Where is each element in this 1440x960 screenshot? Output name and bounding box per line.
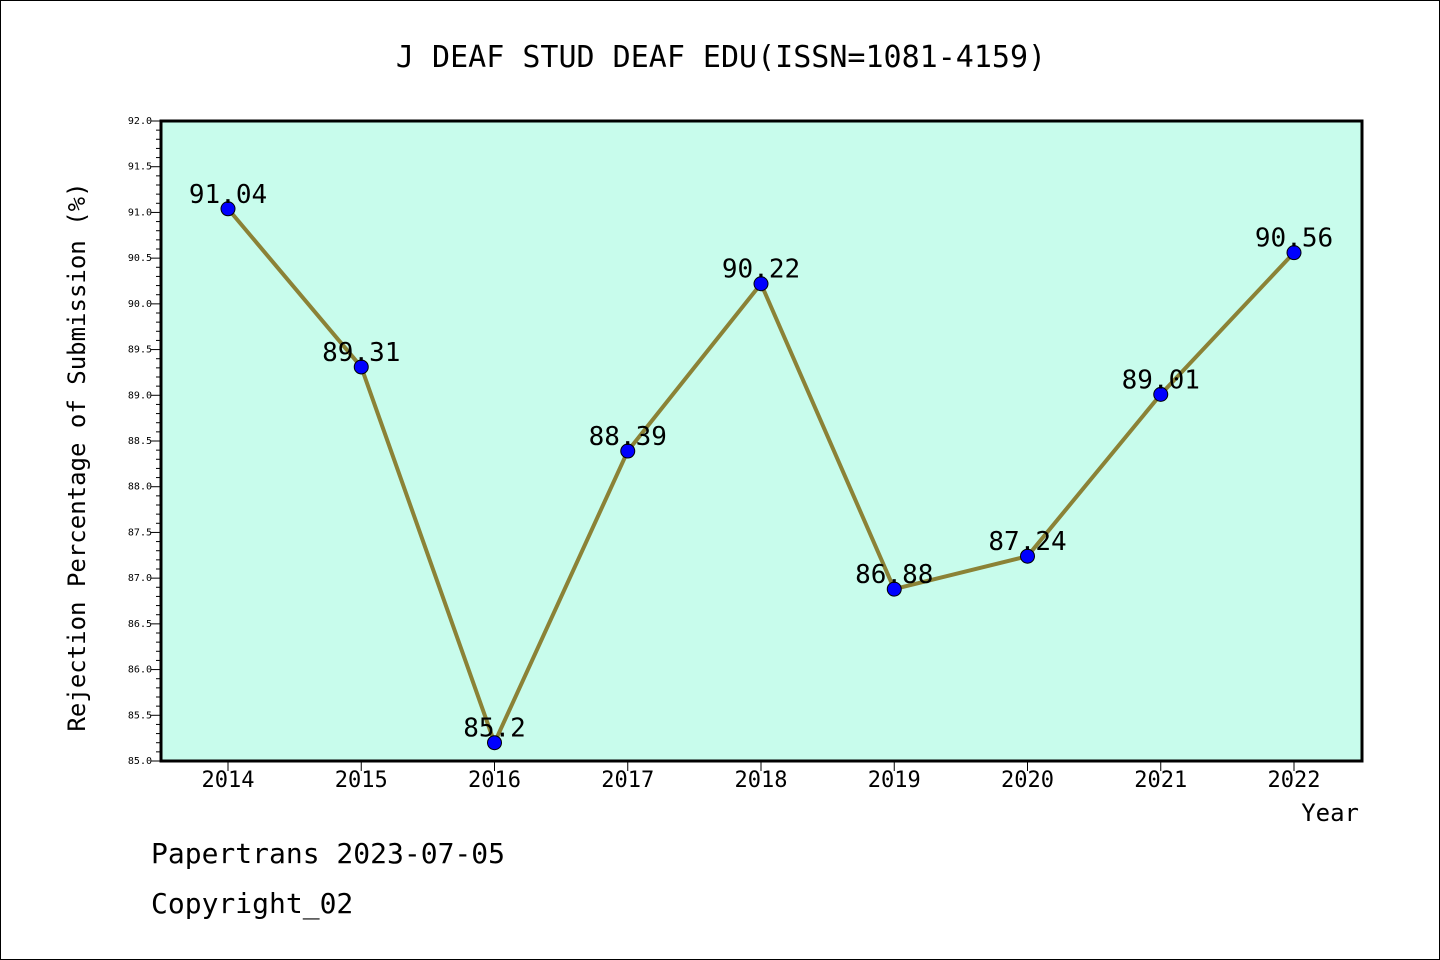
y-tick-label: 91.5	[128, 162, 152, 173]
x-tick-label: 2021	[1134, 768, 1187, 793]
series-segment	[226, 206, 364, 369]
y-tick-label: 85.5	[128, 710, 152, 721]
x-axis-label: Year	[1301, 799, 1359, 827]
data-label: 91.04	[189, 180, 267, 210]
series-segment	[1025, 392, 1163, 559]
data-labels: 91.04 89.31 85.2 88.39 90.22 86.88 87.24 89.01 9…	[189, 180, 1333, 744]
plot-area	[159, 119, 1364, 763]
footer-copyright: Copyright_02	[151, 887, 354, 920]
x-tick-label: 2017	[601, 768, 654, 793]
series-segment	[759, 281, 897, 592]
data-markers	[220, 201, 1302, 751]
data-label: 86.88	[855, 560, 933, 590]
y-tick-label: 86.0	[128, 665, 152, 676]
x-tick-label: 2015	[335, 768, 388, 793]
y-tick-label: 89.5	[128, 345, 152, 356]
data-label: 88.39	[589, 422, 667, 452]
y-tick-label: 89.0	[128, 390, 152, 401]
x-tick-label: 2020	[1001, 768, 1054, 793]
data-label: 90.56	[1255, 224, 1333, 254]
x-tick-label: 2018	[735, 768, 788, 793]
y-tick-label: 87.5	[128, 527, 152, 538]
chart-title: J DEAF STUD DEAF EDU(ISSN=1081-4159)	[396, 40, 1046, 75]
y-tick-label: 91.0	[128, 207, 152, 218]
y-axis-label: Rejection Percentage of Submission (%)	[63, 182, 91, 731]
data-point	[353, 359, 369, 375]
y-tick-label: 85.0	[128, 756, 152, 767]
data-label: 85.2	[463, 714, 526, 744]
x-tick-label: 2014	[202, 768, 255, 793]
y-tick-label: 88.0	[128, 482, 152, 493]
x-tick-label: 2019	[868, 768, 921, 793]
data-point	[1286, 245, 1302, 261]
data-label: 89.31	[322, 338, 400, 368]
y-tick-label: 87.0	[128, 573, 152, 584]
x-tick-label: 2022	[1268, 768, 1321, 793]
data-point	[1020, 548, 1035, 564]
y-tick-label: 88.5	[128, 436, 152, 447]
footer-date: Papertrans 2023-07-05	[151, 837, 506, 870]
y-axis-ticks: 85.0 85.5 86.0 86.5 87.0 87.5 88.0 88.5 89.0 89.5…	[128, 116, 161, 767]
series-segment	[492, 449, 630, 745]
y-tick-label: 86.5	[128, 619, 152, 630]
y-tick-label: 92.0	[128, 116, 152, 127]
data-label: 89.01	[1122, 365, 1200, 395]
data-label: 87.24	[988, 527, 1066, 557]
data-point	[1153, 386, 1169, 402]
series-segment	[1158, 250, 1296, 397]
series-segment	[359, 364, 497, 745]
x-axis-ticks: 2014 2015 2016 2017 2018 2019 2020 2021 2022	[202, 761, 1321, 793]
data-point	[620, 443, 636, 459]
series-segment	[625, 281, 763, 454]
y-tick-label: 90.5	[128, 253, 152, 264]
x-tick-label: 2016	[468, 768, 521, 793]
data-point	[487, 735, 502, 751]
series-line-group	[226, 206, 1296, 745]
y-tick-label: 90.0	[128, 299, 152, 310]
data-point	[220, 201, 236, 217]
data-point	[753, 276, 769, 292]
series-segment	[892, 554, 1030, 592]
data-point	[886, 581, 902, 597]
data-label: 90.22	[722, 255, 800, 285]
